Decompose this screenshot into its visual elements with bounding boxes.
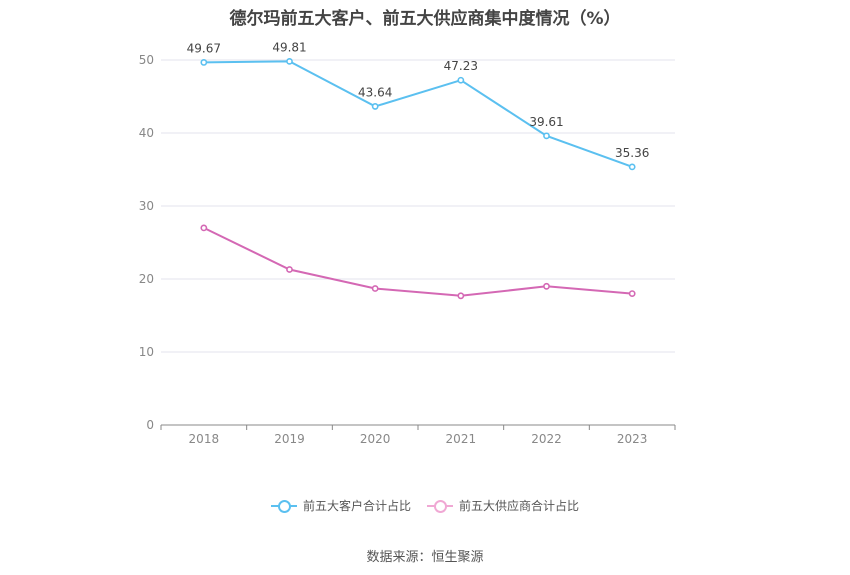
axes: 0 10 20 30 40 50 2018 2019 2020 2021 2022 2023 [139, 53, 676, 446]
data-point-2 [628, 290, 636, 297]
data-label: 49.67 [187, 41, 221, 55]
y-tick-label: 0 [146, 418, 154, 432]
data-point-1 [371, 103, 379, 110]
legend-swatch-suppliers [427, 499, 453, 513]
legend-label-customers: 前五大客户合计占比 [302, 499, 411, 513]
legend-label-suppliers: 前五大供应商合计占比 [459, 499, 580, 513]
chart-title: 德尔玛前五大客户、前五大供应商集中度情况（%） [229, 9, 621, 29]
x-tick-label: 2019 [274, 432, 305, 446]
data-point-2 [200, 224, 208, 232]
y-tick-label: 10 [139, 345, 154, 359]
x-tick-label: 2022 [531, 432, 562, 446]
data-point-2 [286, 266, 293, 273]
data-point-1 [286, 57, 293, 65]
y-tick-label: 30 [139, 199, 154, 213]
series-group: 49.67 49.81 43.64 47.23 39.61 35.36 [187, 40, 649, 300]
x-tick-label: 2018 [189, 432, 220, 446]
legend: 前五大客户合计占比 前五大供应商合计占比 [0, 497, 850, 514]
x-tick-label: 2023 [617, 432, 648, 446]
data-source: 数据来源：恒生聚源 [366, 550, 484, 565]
legend-item-suppliers[interactable]: 前五大供应商合计占比 [427, 497, 579, 514]
series-line-2 [203, 227, 633, 297]
data-label: 35.36 [615, 146, 649, 160]
x-tick-label: 2020 [360, 432, 391, 446]
data-point-1 [200, 59, 208, 66]
grid-lines [161, 59, 675, 353]
y-tick-label: 40 [139, 126, 154, 140]
series-line-1 [203, 60, 633, 168]
x-tick-label: 2021 [446, 432, 477, 446]
y-tick-label: 50 [139, 53, 154, 67]
data-point-1 [628, 163, 636, 171]
data-point-2 [371, 285, 379, 292]
legend-item-customers[interactable]: 前五大客户合计占比 [270, 497, 411, 514]
y-tick-label: 20 [139, 272, 154, 286]
data-label: 49.81 [272, 40, 306, 54]
data-point-1 [457, 76, 465, 84]
data-point-2 [457, 292, 465, 300]
data-label: 47.23 [444, 59, 478, 73]
data-point-2 [543, 282, 550, 290]
data-point-1 [543, 132, 550, 140]
data-label: 39.61 [529, 115, 563, 129]
legend-swatch-customers [270, 499, 297, 513]
data-label: 43.64 [358, 85, 392, 99]
